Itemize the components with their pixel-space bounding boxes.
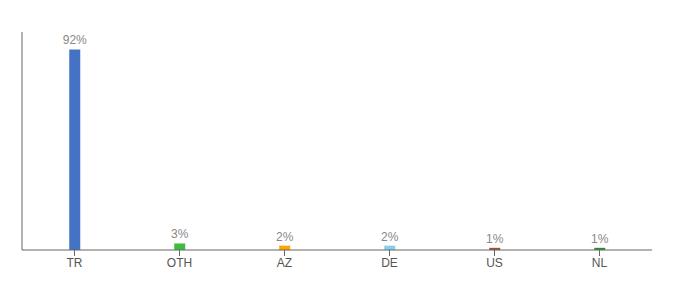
svg-text:DE: DE — [381, 256, 398, 270]
svg-text:1%: 1% — [591, 232, 609, 246]
svg-text:92%: 92% — [63, 33, 87, 47]
svg-text:OTH: OTH — [167, 256, 192, 270]
svg-text:TR: TR — [67, 256, 83, 270]
svg-text:AZ: AZ — [277, 256, 292, 270]
svg-text:2%: 2% — [381, 230, 399, 244]
svg-text:2%: 2% — [276, 230, 294, 244]
svg-text:1%: 1% — [486, 232, 504, 246]
svg-text:NL: NL — [592, 256, 608, 270]
svg-text:3%: 3% — [171, 227, 189, 241]
svg-text:US: US — [486, 256, 503, 270]
